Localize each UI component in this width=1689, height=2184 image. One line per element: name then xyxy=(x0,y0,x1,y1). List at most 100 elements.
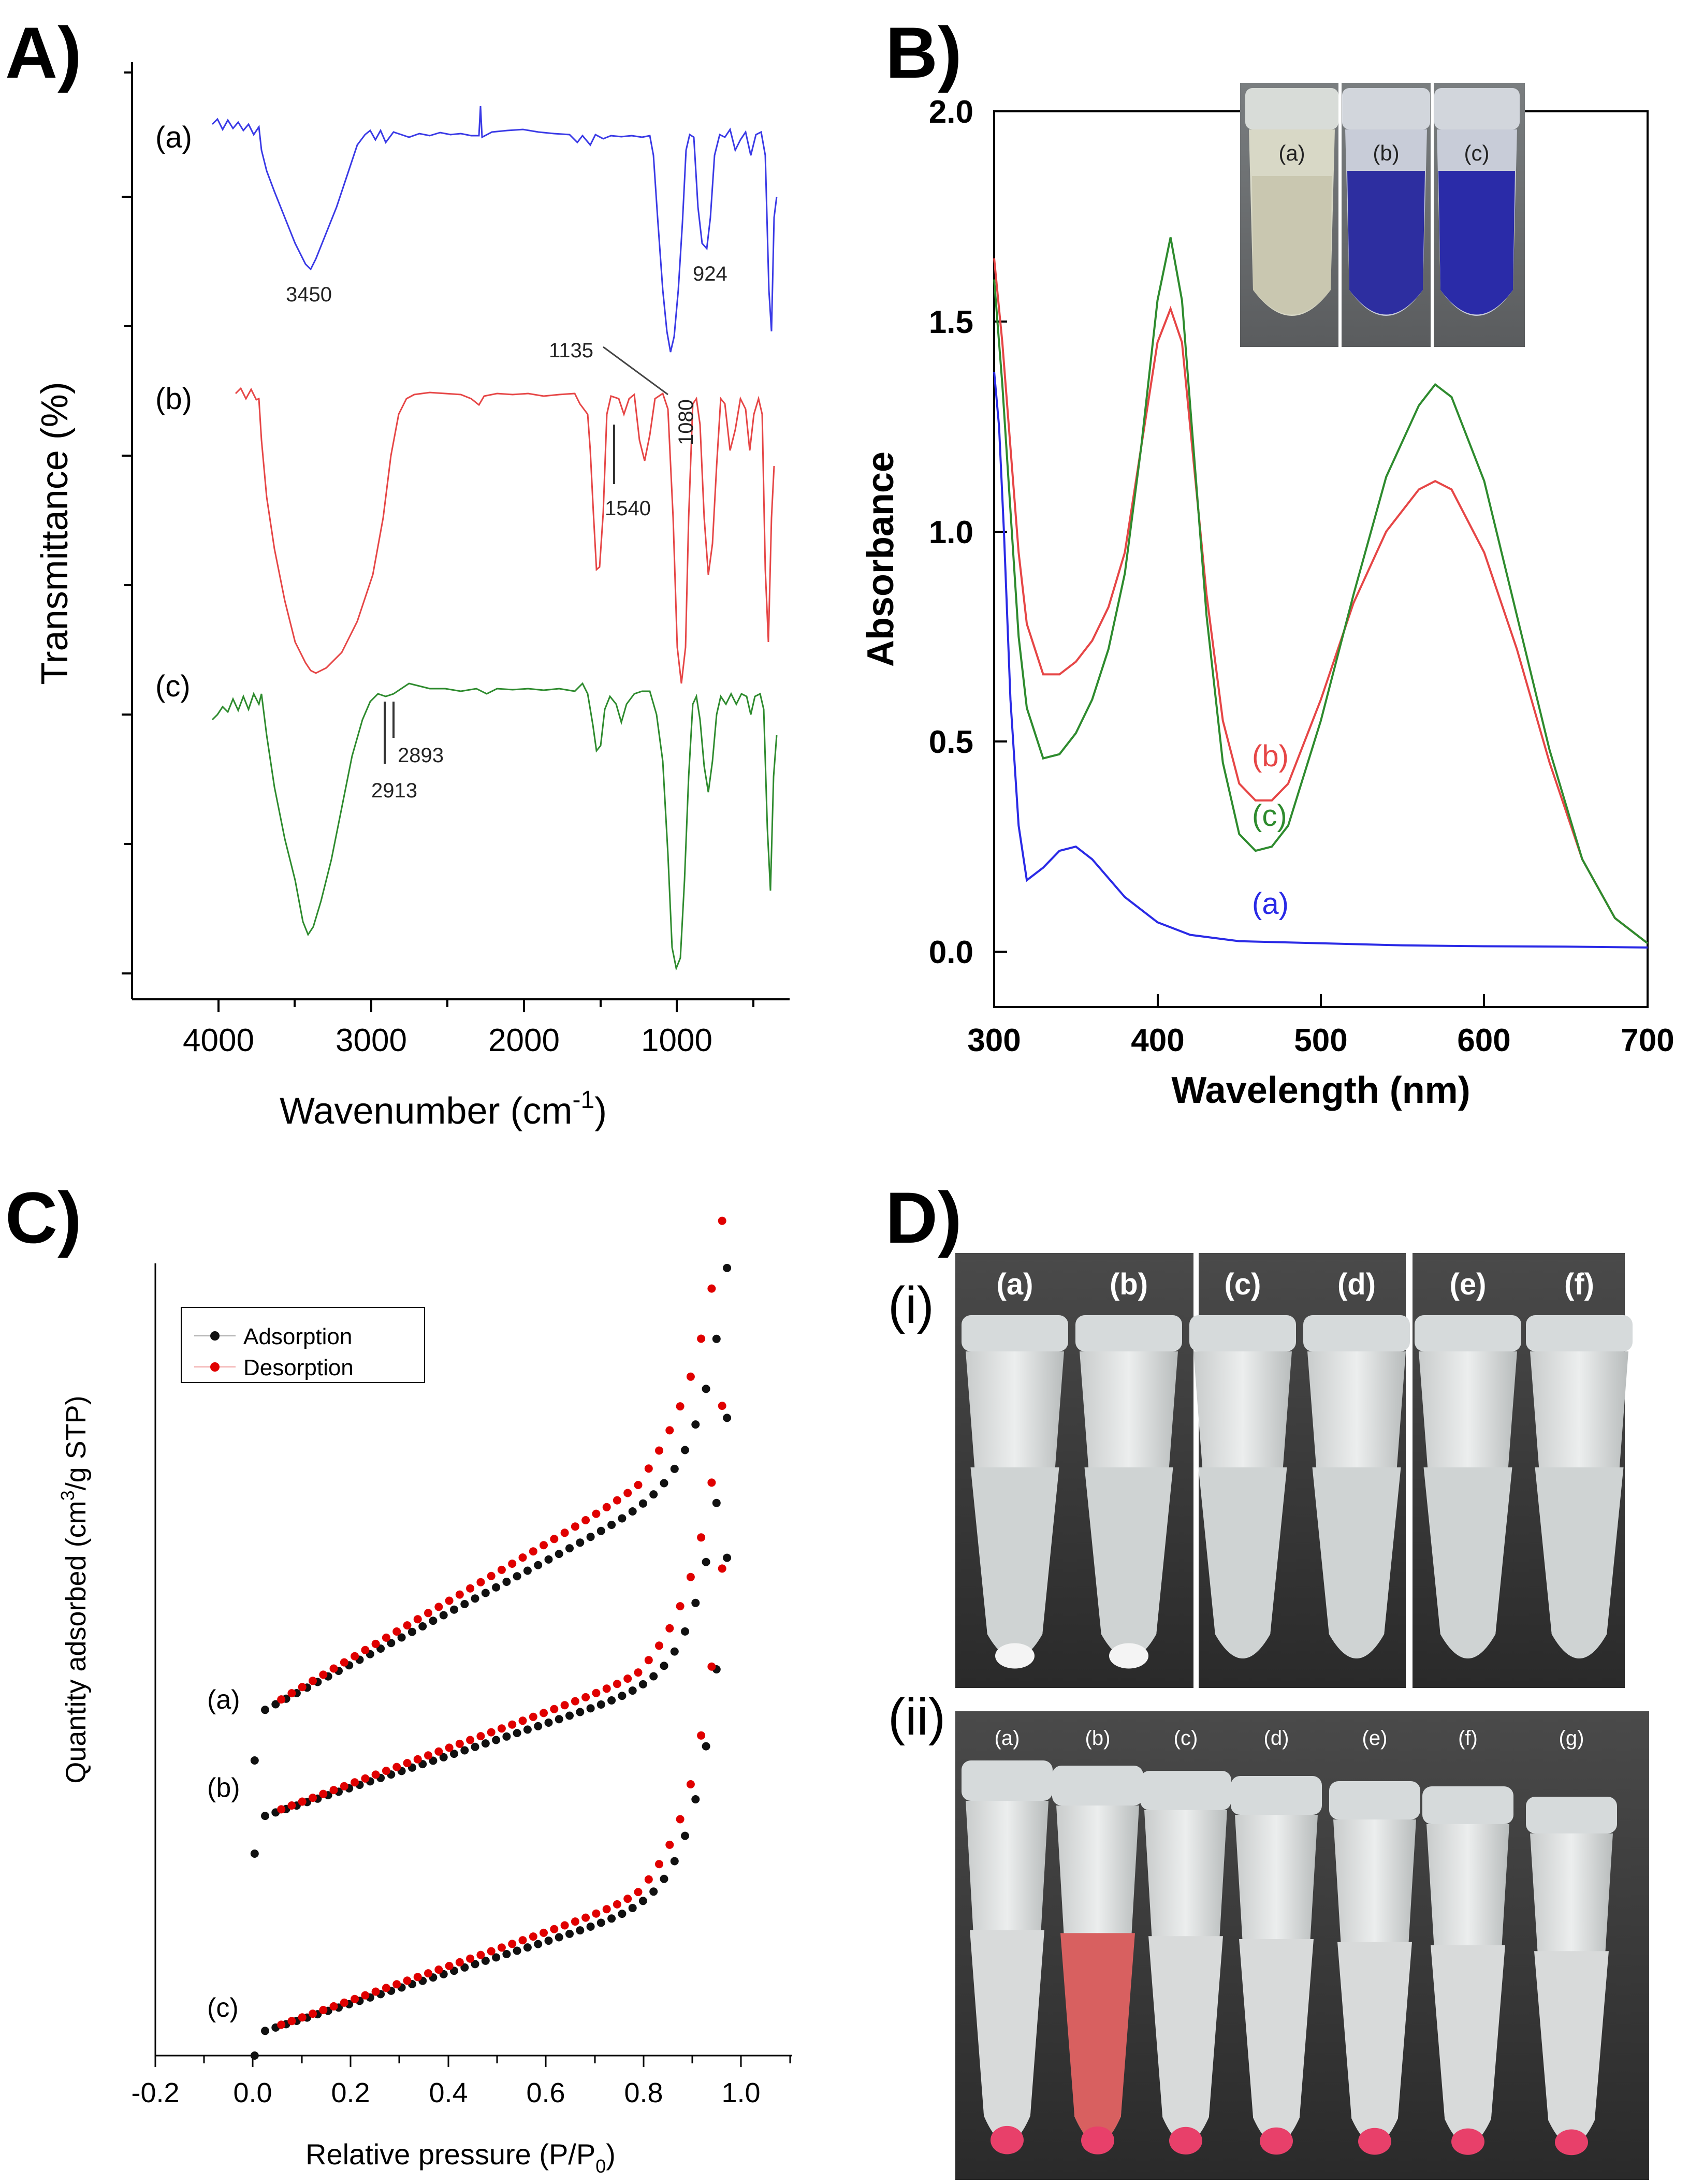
c-desorption-point xyxy=(613,1680,621,1688)
c-desorption-point xyxy=(382,1984,390,1992)
c-desorption-point xyxy=(560,1701,569,1710)
c-adsorption-point xyxy=(555,1715,563,1724)
c-adsorption-point xyxy=(261,1706,269,1714)
c-adsorption-point xyxy=(660,1479,668,1488)
c-adsorption-point xyxy=(492,1953,501,1962)
c-adsorption-point xyxy=(723,1263,732,1272)
c-desorption-point xyxy=(581,1516,590,1524)
c-desorption-point xyxy=(497,1943,506,1952)
c-desorption-point xyxy=(445,1596,454,1605)
b-ytick-1: 0.5 xyxy=(929,724,973,760)
c-desorption-point xyxy=(655,1446,663,1455)
c-legend-box xyxy=(181,1307,425,1383)
c-desorption-point xyxy=(634,1668,643,1677)
c-adsorption-point xyxy=(628,1686,637,1695)
a-annot-3450: 3450 xyxy=(286,283,332,306)
c-desorption-point xyxy=(676,1402,685,1411)
d-ii-tube-d xyxy=(1231,1776,1322,2155)
c-desorption-point xyxy=(466,1736,475,1744)
b-inset-photo: (a) (b) (c) xyxy=(1240,83,1525,347)
c-adsorption-point xyxy=(460,1746,469,1755)
d-ii-label-b: (b) xyxy=(1085,1727,1111,1750)
c-desorption-point xyxy=(476,1732,485,1741)
c-desorption-point xyxy=(613,1900,621,1909)
a-xlabel-sup: -1 xyxy=(572,1086,594,1114)
c-adsorption-point xyxy=(544,1555,553,1564)
b-xtick-500: 500 xyxy=(1294,1023,1347,1058)
c-desorption-point xyxy=(392,1763,401,1771)
c-desorption-point xyxy=(644,1464,653,1473)
c-adsorption-point xyxy=(502,1578,511,1586)
c-adsorption-point xyxy=(471,1960,479,1969)
d-ii-label-e: (e) xyxy=(1362,1727,1388,1750)
c-desorption-point xyxy=(592,1688,601,1697)
c-desorption-point xyxy=(309,1677,317,1685)
c-adsorption-point xyxy=(586,1533,595,1541)
c-adsorption-point xyxy=(723,1414,732,1422)
c-xtick-08: 0.8 xyxy=(624,2077,663,2108)
c-xlabel-sub: 0 xyxy=(595,2156,606,2177)
c-adsorption-point xyxy=(513,1946,521,1955)
c-desorption-point xyxy=(361,1774,370,1783)
b-inset-tube-b xyxy=(1342,88,1430,316)
c-desorption-point xyxy=(623,1489,632,1497)
c-adsorption-point xyxy=(250,1756,259,1765)
a-xtick-3000: 3000 xyxy=(336,1023,407,1058)
c-desorption-point xyxy=(686,1372,695,1381)
c-desorption-point xyxy=(581,1693,590,1701)
d-i-label-d: (d) xyxy=(1337,1268,1376,1301)
c-adsorption-point xyxy=(418,1622,427,1630)
d-ii-label-d: (d) xyxy=(1264,1727,1289,1750)
b-ytick-3: 1.5 xyxy=(929,304,973,340)
c-desorption-point xyxy=(592,1509,601,1518)
c-desorption-point xyxy=(550,1535,559,1544)
c-desorption-point xyxy=(319,2006,328,2014)
a-series-label-c: (c) xyxy=(155,669,191,703)
c-adsorption-point xyxy=(702,1742,710,1751)
panel-c-label: C) xyxy=(5,1177,82,1258)
c-desorption-point xyxy=(550,1705,559,1713)
d-ii-tube-b xyxy=(1052,1766,1143,2154)
d-ii-tube-c xyxy=(1140,1771,1231,2154)
uv-series-a xyxy=(993,371,1648,949)
c-adsorption-point xyxy=(481,1739,490,1748)
a-annot-2913: 2913 xyxy=(371,779,417,802)
panel-a: A) 4000 3000 2000 1000 Wavenum xyxy=(5,12,790,1132)
c-adsorption-point xyxy=(523,1943,532,1952)
c-adsorption-point xyxy=(691,1598,700,1607)
panel-c: C) -0.2 0.0 0.2 0.4 0.6 0.8 1.0 Relative… xyxy=(5,1177,792,2177)
c-adsorption-point xyxy=(523,1725,532,1734)
c-desorption-point xyxy=(508,1560,517,1568)
c-desorption-point xyxy=(518,1936,527,1945)
c-desorption-point xyxy=(529,1547,537,1556)
c-adsorption-point xyxy=(723,1553,732,1562)
d-i-tube-a xyxy=(962,1315,1068,1669)
c-adsorption-point xyxy=(439,1753,448,1761)
c-adsorption-point xyxy=(576,1708,585,1716)
c-desorption-point xyxy=(392,1980,401,1989)
c-desorption-point xyxy=(424,1969,432,1978)
c-desorption-point xyxy=(445,1743,454,1752)
c-desorption-point xyxy=(665,1426,674,1435)
d-ii-label-g: (g) xyxy=(1559,1727,1584,1750)
c-adsorption-point xyxy=(250,1850,259,1858)
c-desorption-point xyxy=(560,1528,569,1537)
d-photo-i: (a) (b) (c) (d) (e) (f) xyxy=(955,1253,1633,1688)
c-desorption-point xyxy=(309,2010,317,2018)
c-adsorption-point xyxy=(638,1897,647,1905)
c-axes xyxy=(154,1263,792,2067)
d-ii-tube-e xyxy=(1329,1781,1420,2155)
c-xtick-06: 0.6 xyxy=(526,2077,565,2108)
b-ytick-4: 2.0 xyxy=(929,94,973,130)
a-annot-1540: 1540 xyxy=(605,497,651,520)
a-xlabel: Wavenumber (cm-1) xyxy=(280,1086,607,1132)
c-desorption-point xyxy=(455,1590,464,1599)
d-i-label-a: (a) xyxy=(997,1268,1033,1301)
c-desorption-point xyxy=(413,1973,422,1982)
c-adsorption-point xyxy=(387,1639,396,1648)
b-xtick-300: 300 xyxy=(967,1023,1021,1058)
c-adsorption-point xyxy=(670,1464,679,1473)
c-desorption-point xyxy=(487,1947,496,1956)
d-ii-label-f: (f) xyxy=(1458,1727,1478,1750)
